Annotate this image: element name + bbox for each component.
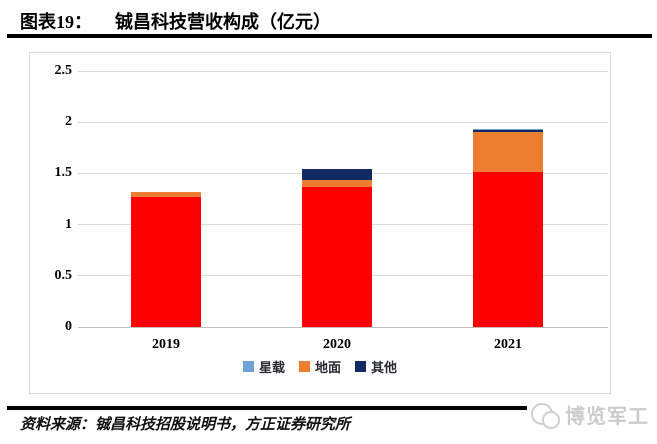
logo-circle-icon	[542, 410, 560, 429]
legend-swatch-icon	[355, 361, 366, 372]
bar-segment	[473, 132, 543, 172]
y-axis-tick-label: 0.5	[54, 267, 73, 283]
y-axis-tick-label: 1.5	[54, 165, 73, 181]
page-title: 铖昌科技营收构成（亿元）	[115, 12, 331, 32]
chart-area: 0 0.5 1 1.5 2 2.5 2019 2020 2021 星载 地面 其他	[29, 52, 611, 394]
legend-swatch-icon	[242, 361, 254, 372]
legend-label: 其他	[371, 360, 398, 375]
x-axis-tick-label: 2019	[152, 337, 180, 352]
y-axis-tick-label: 2	[65, 114, 72, 130]
legend-label: 星载	[258, 360, 285, 375]
source-note: 资料来源：铖昌科技招股说明书，方正证券研究所	[20, 417, 351, 433]
bar-segment	[131, 197, 201, 327]
x-axis-tick-label: 2020	[323, 337, 351, 352]
gridline	[78, 121, 608, 123]
legend-swatch-icon	[298, 361, 310, 372]
gridline	[78, 326, 608, 328]
bar-segment	[473, 129, 543, 130]
bar-segment	[302, 180, 372, 187]
x-axis-tick-label: 2021	[494, 337, 522, 352]
watermark-logo-icon	[531, 401, 561, 429]
legend-label: 地面	[314, 360, 341, 375]
watermark-text: 博览军工	[565, 406, 649, 428]
bar-segment	[302, 187, 372, 327]
title-divider	[7, 34, 652, 38]
bar-segment	[473, 172, 543, 327]
legend-item: 星载	[242, 357, 285, 376]
bar-segment	[302, 169, 372, 180]
legend-item: 地面	[298, 357, 341, 376]
y-axis-tick-label: 1	[65, 216, 72, 232]
y-axis-tick-label: 2.5	[54, 63, 73, 78]
bar-segment	[473, 130, 543, 132]
plot-area: 0 0.5 1 1.5 2 2.5 2019 2020 2021	[55, 64, 608, 352]
footer-divider	[7, 406, 652, 410]
y-axis-tick-label: 0	[65, 319, 72, 334]
watermark: 博览军工	[527, 398, 653, 431]
chart-legend: 星载 地面 其他	[30, 357, 610, 376]
figure-label: 图表19：	[20, 12, 92, 32]
bar-segment	[131, 192, 201, 197]
gridline	[78, 70, 608, 72]
legend-item: 其他	[355, 357, 397, 376]
